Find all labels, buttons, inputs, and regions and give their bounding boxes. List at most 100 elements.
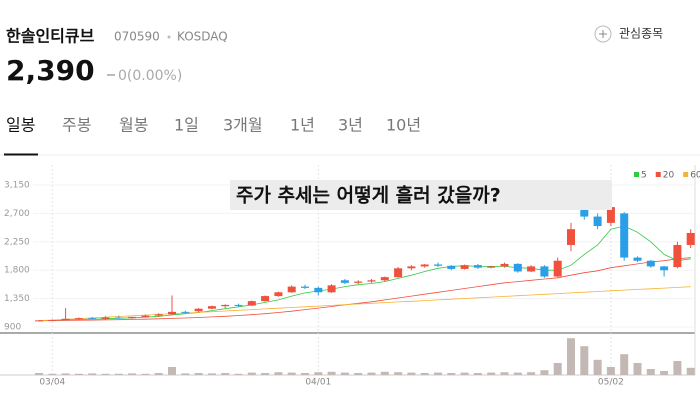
volume-bar bbox=[181, 373, 190, 375]
tab[interactable]: 일봉 bbox=[6, 116, 35, 135]
tab[interactable]: 10년 bbox=[386, 116, 421, 135]
volume-bar bbox=[606, 367, 615, 375]
volume-bar bbox=[620, 354, 629, 375]
legend-swatch bbox=[655, 172, 661, 177]
candle-body bbox=[287, 286, 296, 293]
volume-bar bbox=[61, 373, 70, 375]
tab[interactable]: 1일 bbox=[174, 116, 199, 135]
y-tick-label: 2,250 bbox=[4, 237, 30, 247]
y-tick-label: 1,350 bbox=[4, 294, 30, 304]
stock-code: 070590 bbox=[114, 30, 160, 44]
candle-body bbox=[513, 263, 522, 272]
candle-body bbox=[620, 213, 629, 258]
volume-bar bbox=[35, 373, 43, 375]
volume-bar bbox=[633, 363, 642, 375]
volume-bar bbox=[394, 372, 403, 375]
volume-bar bbox=[194, 373, 203, 375]
volume-bar bbox=[221, 373, 230, 375]
ma-line bbox=[38, 257, 691, 322]
volume-bar bbox=[593, 359, 602, 375]
candle-body bbox=[141, 315, 150, 317]
candle-body bbox=[673, 244, 682, 268]
separator bbox=[167, 35, 171, 39]
volume-bar bbox=[646, 369, 655, 375]
tab[interactable]: 1년 bbox=[290, 116, 315, 135]
candle-body bbox=[101, 317, 110, 319]
candle-body bbox=[207, 306, 216, 309]
price-change: 0(0.00%) bbox=[118, 68, 182, 84]
candle-body bbox=[593, 216, 602, 227]
x-tick-label: 05/02 bbox=[598, 378, 624, 388]
tabs: 일봉 주봉 월봉 1일 3개월 1년 3년 10년 bbox=[6, 116, 421, 135]
volume-bar bbox=[154, 373, 163, 375]
volume-bar bbox=[434, 372, 442, 375]
legend-label: 5 bbox=[641, 171, 647, 181]
volume-bar bbox=[460, 372, 469, 375]
title-box bbox=[230, 180, 612, 210]
volume-bar bbox=[114, 373, 123, 375]
volume-bar bbox=[407, 372, 416, 375]
candle-body bbox=[540, 266, 549, 277]
candle-body bbox=[154, 314, 163, 316]
candle-body bbox=[660, 266, 669, 271]
volume-bar bbox=[327, 371, 336, 375]
candle-body bbox=[553, 260, 562, 277]
volume-bar bbox=[354, 373, 363, 375]
watch-label: 관심종목 bbox=[619, 27, 663, 41]
volume-bar bbox=[367, 372, 376, 375]
volume-bar bbox=[660, 371, 669, 375]
candle-body bbox=[420, 264, 429, 267]
candle-body bbox=[181, 311, 190, 313]
volume-bar bbox=[487, 372, 496, 375]
candle-body bbox=[367, 280, 376, 282]
x-tick-label: 03/04 bbox=[39, 378, 65, 388]
candle-body bbox=[580, 203, 589, 217]
volume-bar bbox=[473, 373, 482, 375]
candle-body bbox=[74, 318, 83, 320]
candle-body bbox=[447, 265, 456, 269]
volume-bar bbox=[274, 372, 283, 375]
ma-line bbox=[38, 286, 691, 322]
volume-bar bbox=[527, 372, 536, 375]
candle-body bbox=[633, 257, 642, 261]
candle-body bbox=[128, 316, 137, 319]
y-tick-label: 900 bbox=[4, 323, 21, 333]
candle-body bbox=[407, 266, 416, 269]
volume-bar bbox=[287, 372, 296, 375]
candle-body bbox=[221, 304, 230, 307]
volume-bar bbox=[168, 367, 176, 375]
price: 2,390 bbox=[6, 54, 95, 87]
candle-body bbox=[314, 287, 323, 293]
candle-body bbox=[168, 311, 176, 315]
tab[interactable]: 3년 bbox=[338, 116, 363, 135]
chart-title: 주가 추세는 어떻게 흘러 갔을까? bbox=[236, 184, 501, 207]
volume-bar bbox=[553, 363, 562, 375]
volume-bar bbox=[340, 372, 349, 375]
candle-body bbox=[527, 266, 536, 272]
volume-bar bbox=[128, 373, 137, 375]
tab[interactable]: 3개월 bbox=[223, 116, 263, 135]
tab[interactable]: 월봉 bbox=[119, 116, 148, 135]
candle-body bbox=[88, 318, 97, 320]
volume-bar bbox=[48, 373, 57, 375]
legend-label: 60 bbox=[690, 171, 700, 181]
candle-body bbox=[460, 265, 469, 269]
volume-bar bbox=[500, 372, 509, 375]
tab[interactable]: 주봉 bbox=[62, 116, 91, 135]
flat-icon bbox=[107, 74, 115, 76]
ma-line bbox=[38, 225, 691, 322]
volume-bar bbox=[207, 373, 216, 375]
volume-bar bbox=[88, 373, 97, 375]
volume-bar bbox=[234, 373, 243, 375]
candle-body bbox=[35, 320, 43, 322]
plus-sign bbox=[599, 30, 607, 38]
volume-bar bbox=[101, 373, 110, 375]
x-tick-label: 04/01 bbox=[305, 378, 331, 388]
volume-bar bbox=[540, 370, 549, 375]
candle-body bbox=[48, 320, 57, 322]
watch-button[interactable]: 관심종목 bbox=[594, 25, 663, 43]
volume-bar bbox=[261, 373, 270, 375]
candle-body bbox=[327, 285, 336, 293]
